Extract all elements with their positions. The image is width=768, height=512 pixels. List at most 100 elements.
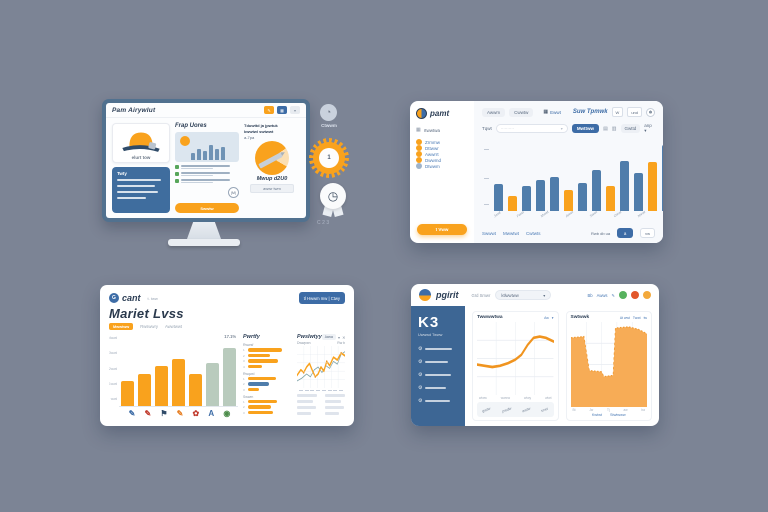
tab-active[interactable]: Mwwtww (109, 323, 134, 330)
main-area: Twwwwtwa Aw ▾ wtww wwww wtwy wtwt gwtw pwdw a… (465, 306, 659, 426)
gear-icon: ⚙ (418, 398, 423, 404)
area-chart-card: Swtwwk At wwt Twwt tw Bt Jw Tj aw ba Kwtwt S… (565, 311, 652, 421)
close-icon[interactable]: ✕ (342, 334, 346, 340)
footer-link[interactable]: Swwwt (482, 230, 497, 236)
footer-link[interactable]: Kwtwt (591, 413, 602, 417)
tab-1[interactable]: Awwm (482, 107, 506, 117)
tick-label: Swwt (588, 210, 598, 219)
sidebar-item[interactable]: Zrmmw (416, 139, 468, 145)
bar (648, 162, 657, 211)
tab[interactable]: Rwswwry (140, 324, 158, 329)
tick-label: pwdw (501, 405, 512, 414)
logo[interactable]: pamt (416, 108, 468, 119)
sidebar-item-home[interactable]: ▦ rtwwtwa (416, 127, 468, 133)
mini-button-2[interactable]: und (627, 107, 642, 117)
footer-link[interactable]: Mwwtwt (503, 230, 520, 236)
tick-label: wwd (110, 397, 118, 401)
brand-icon[interactable]: ✎ (176, 409, 184, 418)
dashboard-card-top-right: pamt ▦ rtwwtwa Zrmmw Dttwwr Awwrrt Dwwmd Dtw… (410, 101, 663, 243)
checklist-item[interactable] (175, 165, 239, 169)
footer-link[interactable]: Cwtwts (526, 230, 541, 236)
header-action-button[interactable]: tl Hwwm mw | Ctwy (298, 292, 345, 304)
orange-cta-button[interactable]: Swwtw (175, 203, 239, 213)
brand-icon[interactable]: ✎ (128, 409, 136, 418)
view-icon-1[interactable]: ▤ (603, 125, 608, 132)
trend-column: Pwslwtyy Awsw ▾ ✕ Dwwpwn Rw b (297, 334, 345, 420)
footer-note: Rwb db ua (590, 230, 611, 236)
more-button[interactable]: ▾ (290, 106, 300, 114)
sidebar-item[interactable]: Dttwwr (416, 145, 468, 151)
primary-filter-pill[interactable]: Mwttww (571, 124, 600, 133)
brand-icon[interactable]: ⚑ (160, 409, 168, 418)
tab[interactable]: Awwtwwt (164, 324, 183, 329)
line-chart (477, 322, 554, 395)
brand-icon[interactable]: A (208, 409, 215, 418)
card-link[interactable]: Twwt (632, 315, 641, 320)
nav-dot-icon (416, 145, 422, 151)
logo-text: pamt (430, 109, 450, 118)
nav-dot-icon (416, 139, 422, 145)
filter-pill[interactable]: Gwttd (620, 124, 641, 133)
tab-2[interactable]: Cwwtw (509, 107, 534, 117)
header-link[interactable]: Awws (596, 292, 608, 298)
brand-icon[interactable]: ◉ (223, 409, 231, 418)
chevron-down-icon[interactable]: ▾ (338, 334, 341, 340)
card-link[interactable]: At wwt (619, 315, 630, 320)
page-button[interactable]: a (617, 228, 634, 238)
sidebar-cta-button[interactable]: t Vww (417, 224, 467, 235)
brand-icon[interactable]: ✎ (144, 409, 152, 418)
card-link[interactable]: tw (643, 315, 647, 320)
sidebar-item[interactable]: Dwwmd (416, 157, 468, 163)
menu-line (425, 387, 447, 389)
placeholder-line (117, 179, 162, 181)
photo-card[interactable]: elurt tow (112, 123, 170, 163)
avatar[interactable] (646, 107, 655, 117)
axis-tick (299, 390, 303, 391)
header-link[interactable]: Bb (587, 292, 593, 298)
chevron-down-icon[interactable]: ▾ (551, 315, 554, 320)
row-index: 2 (243, 405, 245, 409)
mini-button-1[interactable]: W (611, 107, 624, 117)
status-dot-green[interactable] (619, 291, 627, 299)
nav-dot-icon (416, 151, 422, 157)
sort-dropdown[interactable]: anp ▾ (644, 123, 652, 133)
date-picker[interactable]: ▦ Ewwt (543, 109, 561, 115)
header-dropdown[interactable]: ktlwwtww ▾ (495, 290, 552, 300)
axis-tick (321, 390, 326, 391)
sidebar-item[interactable]: Dtwwm (416, 163, 468, 169)
status-dot-red[interactable] (631, 291, 639, 299)
checklist-item[interactable] (175, 172, 239, 176)
bar-chart-column: 4wwd 3wwd 2wwd 1wwd wwd 17.1% ✎ ✎ ⚑ ✎ ✿ A ◉ (109, 334, 239, 420)
sidebar-item[interactable]: Awwrrt (416, 151, 468, 157)
grid-button[interactable]: ▦ (277, 106, 287, 114)
tick-label: Fwwt (516, 210, 526, 219)
sidebar-menu-item[interactable]: ⚙ (418, 385, 458, 391)
checklist-item[interactable] (175, 179, 239, 183)
clock-face-icon: ◔ (320, 104, 337, 121)
card-link[interactable]: Aw (544, 315, 549, 320)
brand-icon[interactable]: ✿ (192, 409, 200, 418)
secondary-button[interactable]: awwr twm (250, 184, 294, 194)
trend-dropdown[interactable]: Awsw (321, 334, 337, 340)
bar-chart: 4wwd 3wwd 2wwd 1wwd wwd 17.1% (109, 334, 239, 407)
bar (172, 359, 186, 406)
sidebar-menu-item[interactable]: ⚙ (418, 346, 458, 352)
pencil-button[interactable]: ✎ (264, 106, 274, 114)
logo-text: pgirit (436, 290, 459, 300)
status-dot-amber[interactable] (643, 291, 651, 299)
row-index: 1 (243, 376, 245, 381)
bar (662, 144, 663, 211)
sidebar-menu-item[interactable]: ⚙ (418, 372, 458, 378)
filter-label: Tqwt (482, 126, 492, 131)
footer-link[interactable]: Stwtwww (610, 413, 626, 417)
next-button[interactable]: vw (640, 228, 655, 238)
date-label: Ewwt (550, 109, 561, 115)
sidebar-menu-item[interactable]: ⚙ (418, 359, 458, 365)
search-input[interactable]: ·········· ▾ (495, 124, 568, 133)
sidebar-menu-item[interactable]: ⚙ (418, 398, 458, 404)
edit-icon[interactable]: ✎ (611, 292, 615, 298)
view-icon-2[interactable]: ▥ (611, 125, 617, 132)
legend-left: Dwwpwn (297, 341, 311, 345)
menu-line (425, 400, 451, 402)
nav-dot-icon (416, 163, 422, 169)
